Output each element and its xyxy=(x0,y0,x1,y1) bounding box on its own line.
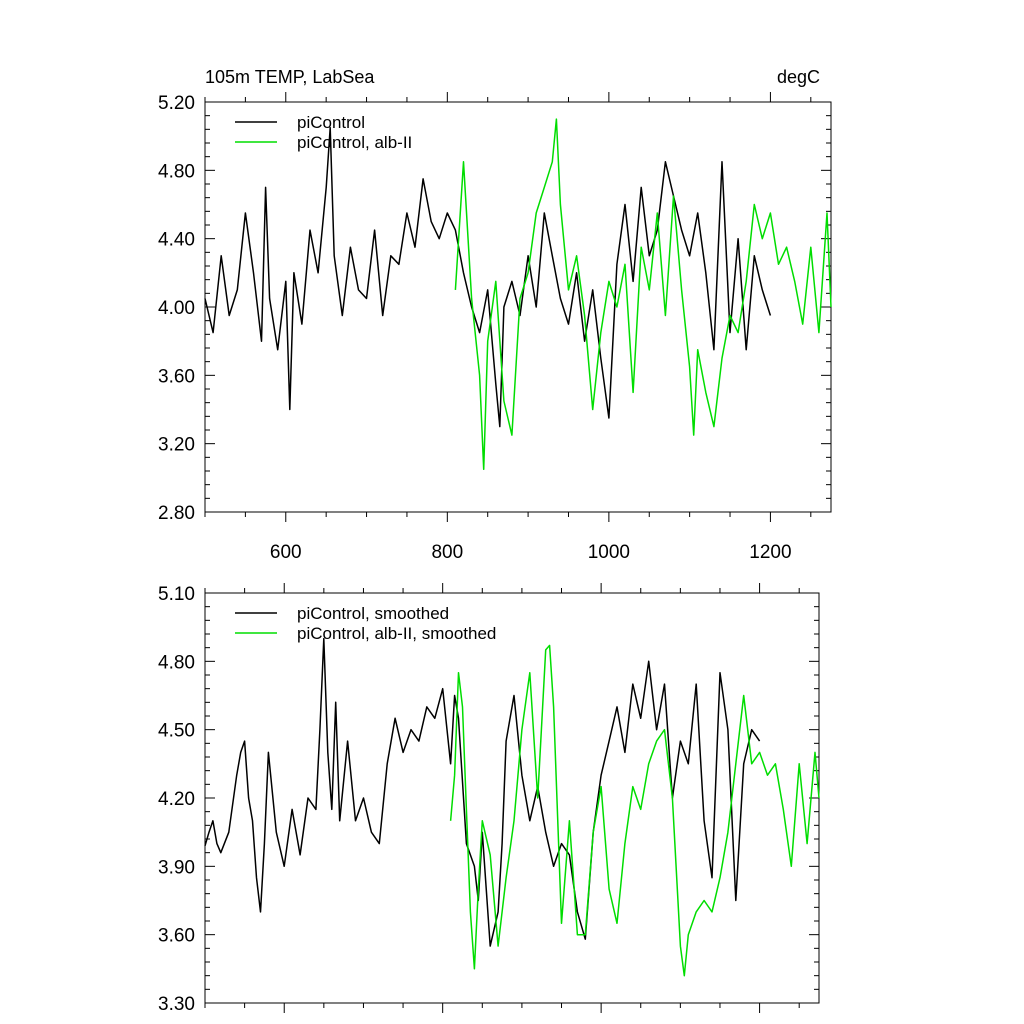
y-tick-label: 4.40 xyxy=(158,230,195,251)
chart-title: 105m TEMP, LabSea xyxy=(205,67,375,87)
y-tick-label: 4.50 xyxy=(158,721,195,742)
legend-label: piControl xyxy=(297,113,365,132)
axis-ticks: 3.30 3.60 3.90 4.20 4.50 4.80 5.10 xyxy=(158,583,819,1015)
x-tick-label: 800 xyxy=(431,542,463,563)
y-tick-label: 4.20 xyxy=(158,789,195,810)
plot-frame xyxy=(204,592,820,1004)
y-tick-label: 3.60 xyxy=(158,926,195,947)
y-tick-label: 4.00 xyxy=(158,298,195,319)
y-tick-label: 5.20 xyxy=(158,93,195,114)
y-tick-label: 4.80 xyxy=(158,161,195,182)
chart-units-label: degC xyxy=(777,67,820,87)
x-tick-label: 1200 xyxy=(749,542,791,563)
legend-label: piControl, alb-II, smoothed xyxy=(297,624,496,643)
y-tick-label: 2.80 xyxy=(158,503,195,524)
top-chart-panel: 105m TEMP, LabSea degC 2.80 3.20 3.60 4.00 4… xyxy=(158,67,832,563)
series-group xyxy=(204,118,832,471)
x-tick-label: 600 xyxy=(270,542,302,563)
y-tick-label: 3.30 xyxy=(158,994,195,1015)
series-line-picontrol xyxy=(204,126,772,428)
bottom-chart-panel: 3.30 3.60 3.90 4.20 4.50 4.80 5.10 piControl, … xyxy=(158,583,820,1015)
y-tick-label: 5.10 xyxy=(158,584,195,605)
series-line-picontrol xyxy=(204,637,761,947)
legend-label: piControl, alb-II xyxy=(297,133,412,152)
x-tick-label: 1000 xyxy=(588,542,630,563)
y-tick-label: 3.20 xyxy=(158,435,195,456)
y-tick-label: 3.90 xyxy=(158,857,195,878)
series-line-picontrol-alb-ii xyxy=(454,118,832,471)
y-tick-label: 3.60 xyxy=(158,366,195,387)
legend-label: piControl, smoothed xyxy=(297,604,449,623)
series-group xyxy=(204,637,820,977)
y-tick-label: 4.80 xyxy=(158,652,195,673)
axis-ticks: 2.80 3.20 3.60 4.00 4.40 4.80 5.20 600 800 1000 12… xyxy=(158,92,831,563)
series-line-picontrol-alb-ii xyxy=(449,644,820,977)
